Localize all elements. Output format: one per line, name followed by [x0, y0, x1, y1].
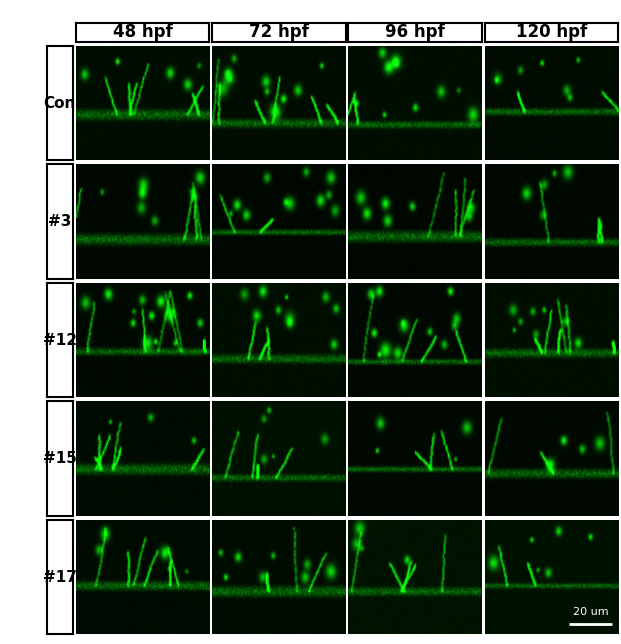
Text: #12: #12: [43, 333, 77, 348]
Text: #3: #3: [48, 214, 71, 229]
Text: 72 hpf: 72 hpf: [249, 23, 309, 41]
Text: #17: #17: [43, 569, 77, 585]
Text: #15: #15: [43, 451, 77, 466]
Text: 20 um: 20 um: [573, 607, 608, 617]
Text: 120 hpf: 120 hpf: [515, 23, 587, 41]
Text: Con: Con: [43, 96, 76, 111]
Text: 96 hpf: 96 hpf: [385, 23, 445, 41]
Text: 48 hpf: 48 hpf: [113, 23, 173, 41]
